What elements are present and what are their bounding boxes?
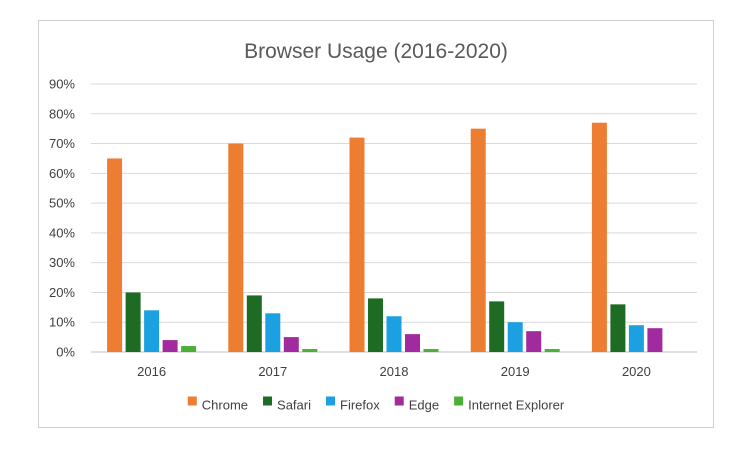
bar-chrome-2016 <box>107 158 123 352</box>
bar-safari-2018 <box>368 298 383 352</box>
bar-safari-2019 <box>489 301 505 352</box>
legend-swatch <box>263 396 273 406</box>
bar-firefox-2018 <box>386 316 402 352</box>
bar-chrome-2020 <box>591 122 607 352</box>
legend-item: Internet Explorer <box>454 396 565 413</box>
chart-title: Browser Usage (2016-2020) <box>244 40 508 63</box>
bar-internet-explorer-2016 <box>181 346 197 352</box>
bar-firefox-2017 <box>265 313 281 352</box>
legend-swatch <box>326 396 335 406</box>
y-tick-label: 90% <box>49 77 75 92</box>
bar-internet-explorer-2018 <box>423 349 439 352</box>
bar-chrome-2017 <box>228 143 244 352</box>
legend-item: Edge <box>394 396 439 413</box>
bar-firefox-2019 <box>507 322 523 352</box>
legend-item: Chrome <box>187 396 248 413</box>
legend-item: Firefox <box>326 396 380 413</box>
y-tick-label: 50% <box>49 196 75 211</box>
legend-swatch <box>187 396 197 406</box>
bars <box>107 122 663 352</box>
x-tick-label: 2019 <box>501 364 530 379</box>
x-tick-label: 2017 <box>258 364 287 379</box>
x-tick-label: 2020 <box>622 364 651 379</box>
bar-edge-2017 <box>283 337 299 352</box>
legend-label: Chrome <box>202 398 248 413</box>
bar-edge-2016 <box>162 340 178 352</box>
x-tick-label: 2016 <box>137 364 166 379</box>
x-axis-ticks: 2016 2017 2018 2019 2020 <box>137 364 651 379</box>
y-tick-label: 40% <box>49 225 75 240</box>
y-tick-label: 30% <box>49 255 75 270</box>
bar-edge-2019 <box>526 331 542 352</box>
y-axis-ticks: 0% 10% 20% 30% 40% 50% 60% 70% 80% 90% <box>49 77 75 360</box>
bar-edge-2018 <box>405 334 420 352</box>
legend-swatch <box>454 396 464 406</box>
y-tick-label: 20% <box>49 285 75 300</box>
y-tick-label: 10% <box>49 315 75 330</box>
bar-chrome-2018 <box>349 137 365 352</box>
bar-internet-explorer-2019 <box>544 349 560 352</box>
legend: Chrome Safari Firefox Edge Internet Explorer <box>187 396 565 413</box>
legend-swatch <box>394 396 404 406</box>
bar-firefox-2020 <box>628 325 644 352</box>
bar-safari-2020 <box>610 304 626 352</box>
y-tick-label: 80% <box>49 106 75 121</box>
bar-safari-2016 <box>125 292 141 352</box>
bar-chrome-2019 <box>470 128 486 352</box>
legend-label: Firefox <box>340 398 380 413</box>
legend-label: Safari <box>277 398 311 413</box>
y-tick-label: 0% <box>56 345 75 360</box>
bar-edge-2020 <box>647 328 663 352</box>
bar-firefox-2016 <box>144 310 160 352</box>
bar-internet-explorer-2017 <box>302 349 318 352</box>
legend-label: Internet Explorer <box>468 398 565 413</box>
legend-label: Edge <box>409 398 439 413</box>
y-tick-label: 60% <box>49 166 75 181</box>
legend-item: Safari <box>263 396 311 413</box>
x-tick-label: 2018 <box>380 364 409 379</box>
y-tick-label: 70% <box>49 136 75 151</box>
bar-safari-2017 <box>246 295 262 352</box>
